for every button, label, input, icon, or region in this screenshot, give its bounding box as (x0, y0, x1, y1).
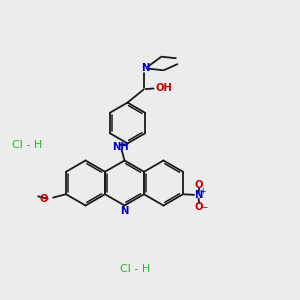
Text: N: N (142, 63, 150, 73)
Text: −: − (200, 202, 207, 211)
Text: Cl - H: Cl - H (12, 140, 42, 151)
Text: O: O (195, 180, 203, 190)
Text: NH: NH (112, 142, 128, 152)
Text: Cl - H: Cl - H (120, 263, 150, 274)
Text: N: N (194, 190, 203, 200)
Text: N: N (120, 206, 129, 216)
Text: O: O (40, 194, 48, 204)
Text: +: + (199, 187, 206, 196)
Text: OH: OH (156, 83, 173, 93)
Text: O: O (195, 202, 203, 212)
